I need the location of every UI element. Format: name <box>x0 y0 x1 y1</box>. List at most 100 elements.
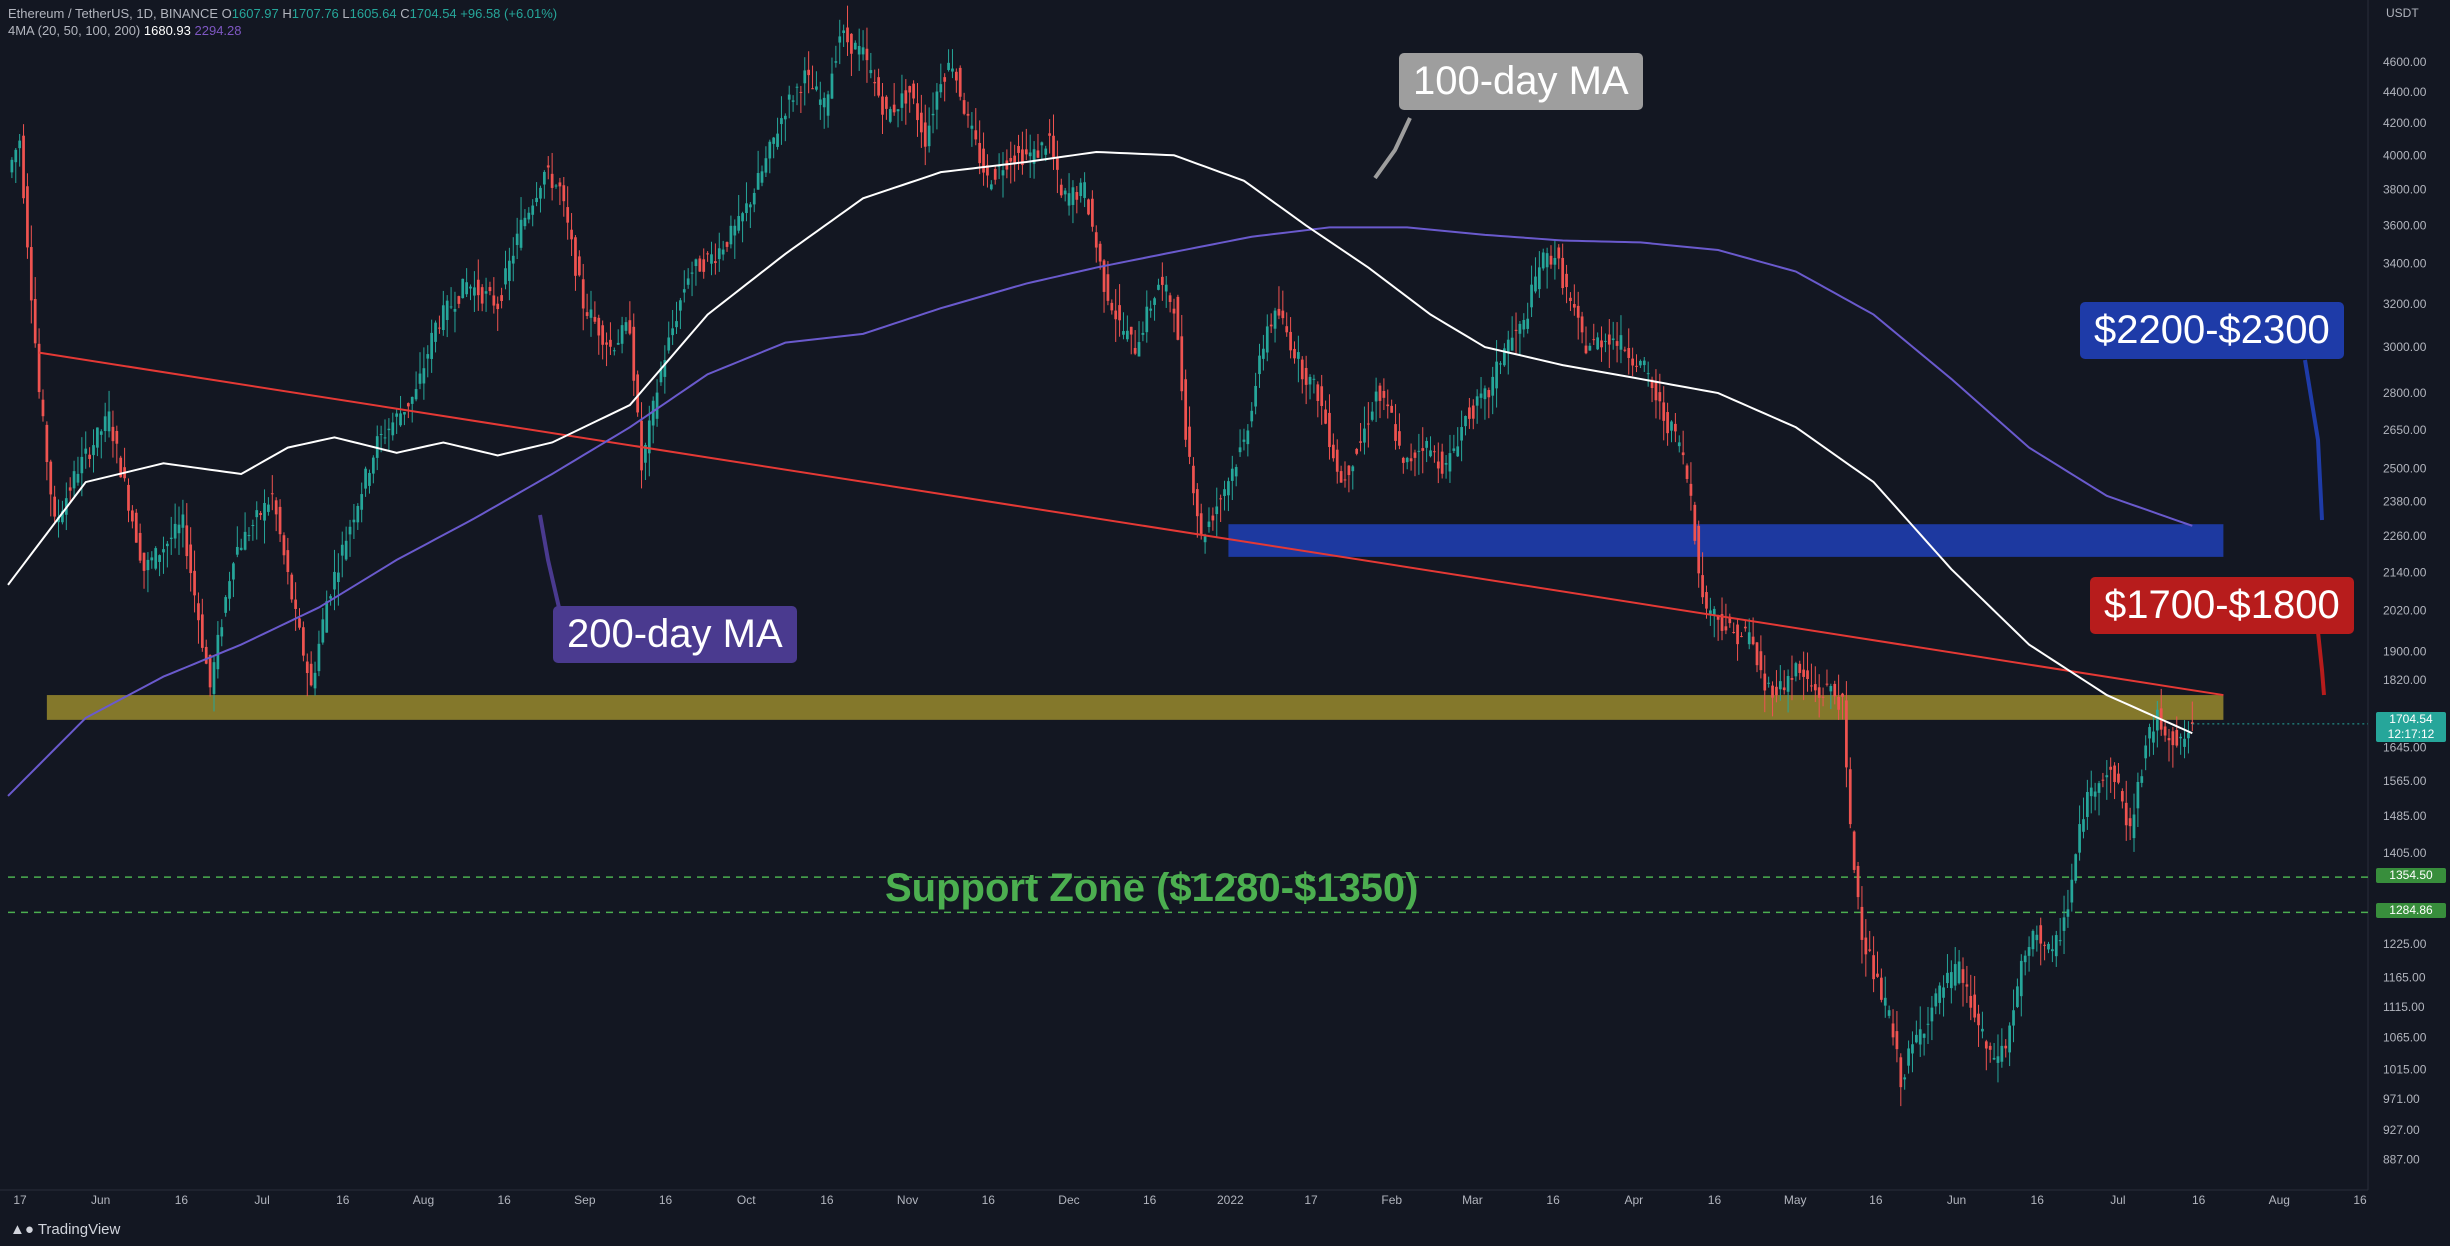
candle-body <box>1813 684 1817 691</box>
candle-body <box>1265 326 1269 353</box>
candle-body <box>426 354 430 359</box>
candle-body <box>403 411 406 415</box>
y-tick-label: 1015.00 <box>2383 1063 2427 1077</box>
y-tick-label: 971.00 <box>2383 1092 2420 1106</box>
candle-body <box>993 168 997 180</box>
candle-body <box>29 247 33 301</box>
candle-body <box>795 86 799 88</box>
candle-body <box>430 332 434 359</box>
y-tick-label: 3400.00 <box>2383 257 2427 271</box>
candle-body <box>2082 819 2085 832</box>
x-tick-label: 16 <box>1869 1193 1883 1207</box>
candle-body <box>951 68 954 72</box>
candle-body <box>1697 525 1701 574</box>
candle-body <box>531 205 535 215</box>
candle-body <box>329 596 332 599</box>
candle-body <box>1129 326 1133 335</box>
candle-body <box>597 317 601 336</box>
countdown: 12:17:12 <box>2387 727 2435 741</box>
candle-body <box>628 320 632 334</box>
candle-body <box>2097 783 2101 793</box>
candle-body <box>438 327 441 329</box>
candle-body <box>1479 393 1483 398</box>
candle-body <box>1864 937 1868 955</box>
indicator-legend[interactable]: 4MA (20, 50, 100, 200) 1680.93 2294.28 <box>8 23 242 38</box>
candle-body <box>931 113 935 116</box>
candle-body <box>850 33 853 54</box>
candle-body <box>1541 252 1545 269</box>
candle-body <box>445 300 449 321</box>
candle-body <box>2144 745 2148 759</box>
candle-body <box>216 634 220 670</box>
candle-body <box>1250 410 1254 422</box>
x-tick-label: Feb <box>1381 1193 1402 1207</box>
candle-body <box>1845 700 1848 768</box>
x-tick-label: Mar <box>1462 1193 1483 1207</box>
candle-body <box>1724 626 1728 631</box>
x-tick-label: 16 <box>1546 1193 1560 1207</box>
candle-body <box>457 296 461 304</box>
candle-body <box>232 563 235 580</box>
candle-body <box>1448 453 1452 472</box>
candle-body <box>1802 669 1806 677</box>
candle-body <box>1650 379 1654 389</box>
candle-body <box>577 256 581 276</box>
candle-body <box>558 182 562 187</box>
candle-body <box>1887 1010 1891 1016</box>
candle-body <box>1949 972 1953 989</box>
candle-body <box>1743 626 1747 629</box>
candle-body <box>1872 955 1875 980</box>
candle-body <box>671 328 674 336</box>
candle-body <box>923 122 927 147</box>
candle-body <box>1215 506 1219 515</box>
candle-body <box>224 597 228 613</box>
candle-body <box>589 309 593 318</box>
close-value: 1704.54 <box>409 6 457 21</box>
candle-body <box>488 287 492 292</box>
candle-body <box>958 67 962 97</box>
candle-body <box>826 94 830 116</box>
candle-body <box>1592 339 1596 341</box>
candle-body <box>1238 447 1242 453</box>
candle-body <box>1063 190 1067 195</box>
candle-body <box>861 47 865 55</box>
candle-body <box>1522 319 1526 330</box>
candle-body <box>72 471 76 489</box>
candle-body <box>1977 1013 1980 1026</box>
candle-body <box>729 225 733 245</box>
candle-body <box>853 42 857 50</box>
candle-body <box>574 237 577 276</box>
candle-body <box>1071 187 1075 205</box>
high-value: 1707.76 <box>291 6 339 21</box>
candle-body <box>2124 802 2128 826</box>
candle-body <box>896 109 900 112</box>
candle-body <box>1712 608 1716 616</box>
tradingview-logo[interactable]: ▲● TradingView <box>10 1221 121 1238</box>
candle-body <box>1024 149 1028 155</box>
candle-body <box>1355 448 1359 454</box>
candle-body <box>686 278 690 285</box>
candle-body <box>441 305 445 331</box>
candle-body <box>298 618 301 628</box>
candle-body <box>1475 396 1479 406</box>
candle-body <box>1514 329 1518 331</box>
x-tick-label: Nov <box>897 1193 918 1207</box>
candle-body <box>1320 386 1324 406</box>
y-tick-label: 887.00 <box>2383 1152 2420 1166</box>
candle-body <box>756 173 760 190</box>
candle-body <box>1942 987 1945 998</box>
support-tag-1: 1354.50 <box>2376 868 2446 883</box>
candle-body <box>1328 412 1331 448</box>
low-value: 1605.64 <box>349 6 397 21</box>
candle-body <box>920 112 923 133</box>
candle-body <box>2136 781 2140 809</box>
candle-body <box>1188 426 1191 457</box>
candle-body <box>84 448 88 454</box>
candle-body <box>96 427 99 448</box>
candle-body <box>908 86 912 93</box>
candle-body <box>748 204 752 208</box>
candle-body <box>1565 273 1568 288</box>
candle-body <box>2039 925 2043 944</box>
candle-body <box>1374 391 1378 402</box>
